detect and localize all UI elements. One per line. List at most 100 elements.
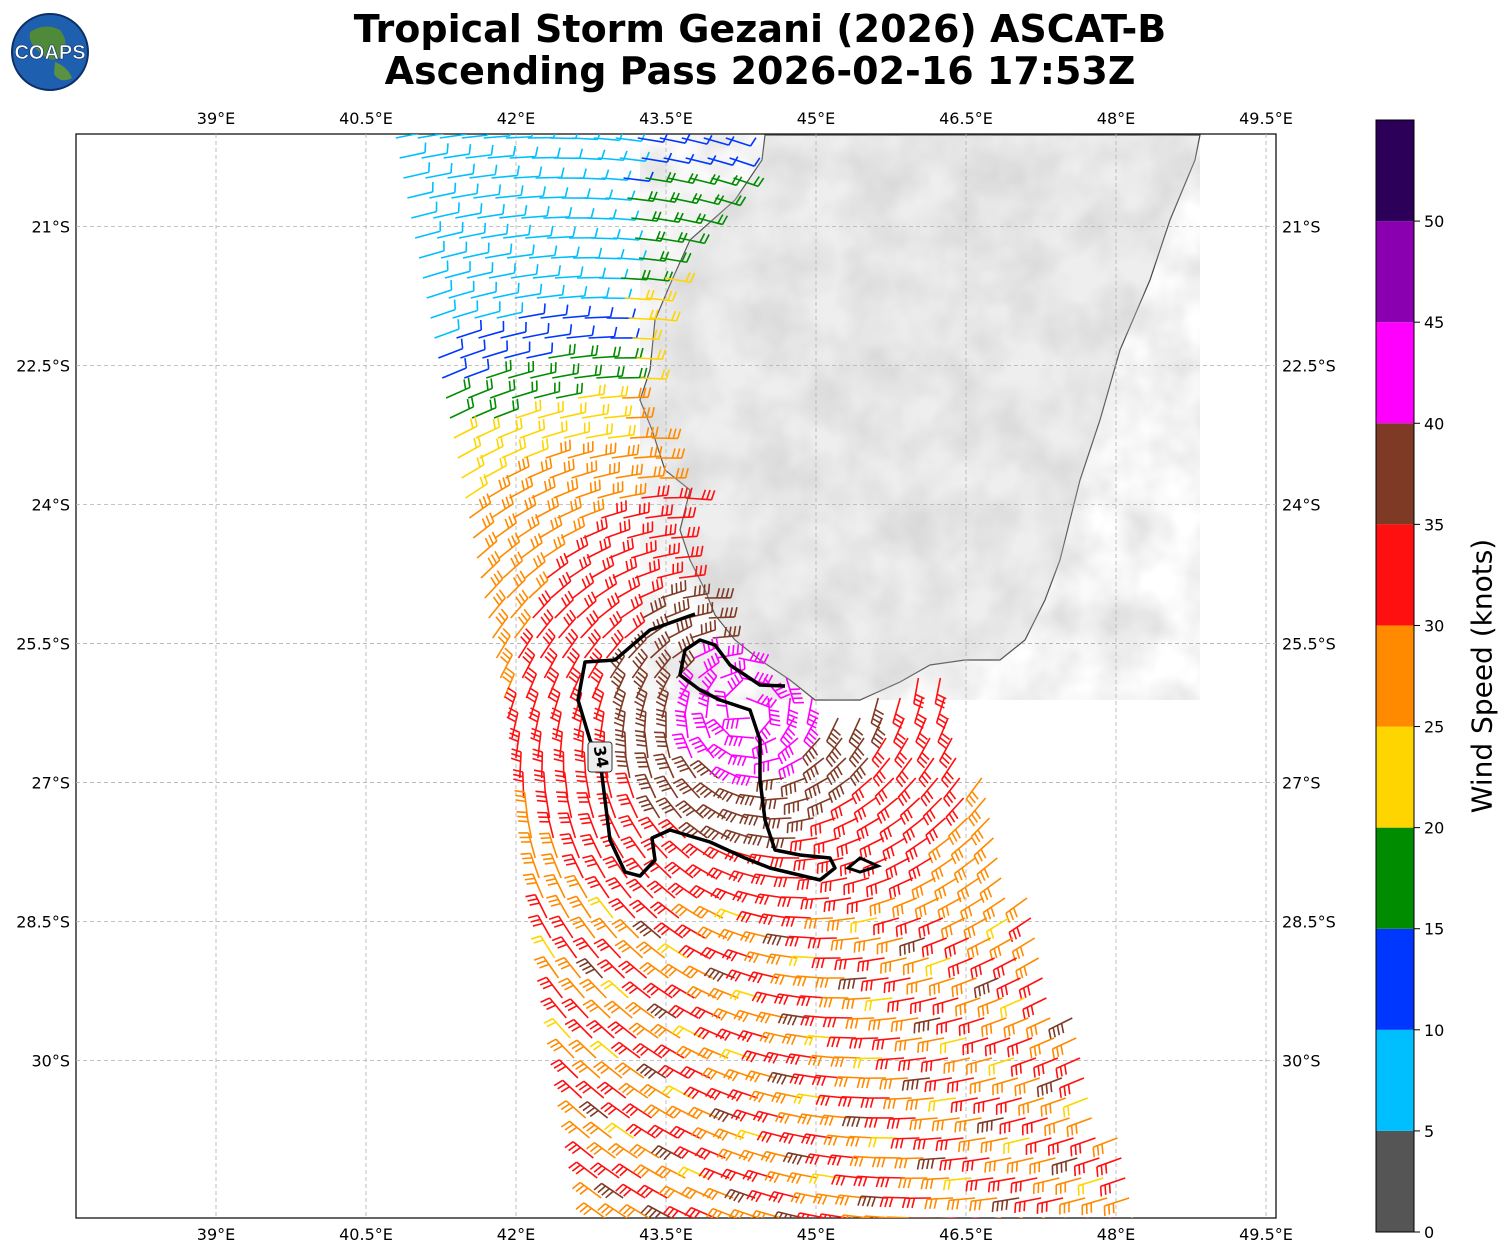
wind-barb bbox=[678, 233, 710, 245]
wind-barb bbox=[421, 143, 449, 159]
wind-barb bbox=[1006, 1157, 1034, 1174]
wind-barb bbox=[956, 877, 980, 903]
wind-barb bbox=[969, 1077, 997, 1095]
wind-barb bbox=[422, 260, 449, 279]
wind-barb bbox=[690, 619, 717, 639]
wind-barb bbox=[519, 419, 546, 439]
wind-barb bbox=[812, 1193, 844, 1205]
wind-barb bbox=[564, 874, 588, 899]
wind-barb bbox=[578, 384, 606, 399]
wind-barb bbox=[480, 550, 501, 579]
wind-barb bbox=[611, 1163, 642, 1179]
wind-barb bbox=[727, 754, 758, 767]
wind-barb bbox=[576, 267, 607, 279]
wind-barb bbox=[823, 897, 852, 913]
wind-barb bbox=[928, 837, 950, 864]
wind-barb bbox=[614, 750, 631, 779]
wind-barb bbox=[802, 737, 821, 767]
gridlines bbox=[76, 134, 1276, 1218]
wind-barb bbox=[672, 1146, 704, 1159]
wind-barb bbox=[530, 362, 557, 379]
wind-barb bbox=[778, 757, 803, 781]
wind-barb bbox=[970, 957, 995, 979]
wind-barb bbox=[518, 832, 537, 859]
wind-barb bbox=[557, 812, 577, 839]
wind-barb bbox=[504, 341, 531, 359]
wind-barb bbox=[587, 209, 617, 220]
wind-barb bbox=[618, 814, 643, 839]
wind-barb bbox=[1062, 1097, 1089, 1118]
wind-barb bbox=[584, 875, 610, 899]
wind-barb bbox=[484, 570, 504, 599]
wind-barb bbox=[873, 917, 900, 936]
wind-barb bbox=[950, 1097, 978, 1113]
wind-barb bbox=[475, 417, 501, 439]
wind-barb bbox=[603, 1122, 634, 1139]
wind-barb bbox=[860, 1097, 890, 1108]
wind-barb bbox=[593, 707, 605, 739]
wind-barb bbox=[606, 308, 637, 319]
wind-barb bbox=[434, 319, 460, 339]
wind-barb bbox=[418, 240, 445, 259]
wind-barb bbox=[945, 797, 965, 827]
wind-barb bbox=[616, 575, 641, 599]
wind-barb bbox=[909, 1117, 938, 1131]
wind-barb bbox=[925, 817, 947, 845]
wind-barb bbox=[513, 608, 531, 639]
wind-barb bbox=[742, 1169, 774, 1183]
wind-barb bbox=[601, 500, 628, 519]
wind-barb bbox=[598, 592, 620, 619]
wind-barb bbox=[686, 1106, 718, 1120]
wind-barb bbox=[779, 717, 796, 748]
wind-barb bbox=[853, 797, 877, 823]
wind-barb bbox=[702, 846, 734, 860]
wind-barb bbox=[672, 778, 701, 799]
wind-barb bbox=[715, 1028, 747, 1041]
wind-barb bbox=[655, 687, 670, 719]
wind-barb bbox=[1103, 1197, 1130, 1217]
wind-barb bbox=[894, 737, 909, 769]
wind-barb bbox=[996, 977, 1021, 1000]
wind-34kt-contour: 34 bbox=[576, 612, 883, 882]
wind-barb bbox=[706, 1207, 738, 1218]
wind-barb bbox=[568, 1039, 597, 1059]
wind-barb bbox=[528, 571, 549, 599]
wind-barb bbox=[966, 937, 992, 960]
wind-barb bbox=[489, 379, 516, 399]
wind-barb bbox=[916, 1157, 946, 1170]
wind-barb bbox=[526, 342, 554, 359]
wind-barb bbox=[969, 1197, 998, 1212]
wind-barb bbox=[594, 573, 618, 599]
wind-barb bbox=[596, 366, 625, 379]
wind-barb bbox=[777, 737, 799, 765]
wind-barb bbox=[750, 1210, 782, 1218]
wind-barb bbox=[675, 545, 704, 559]
wind-barb bbox=[549, 707, 562, 739]
wind-barb bbox=[932, 997, 959, 1016]
wind-barb bbox=[675, 1045, 707, 1059]
colorbar-tick-label: 25 bbox=[1424, 718, 1444, 737]
wind-barb bbox=[707, 156, 739, 166]
wind-barb bbox=[976, 1117, 1004, 1134]
wind-barb bbox=[892, 897, 918, 918]
wind-barb bbox=[830, 1056, 861, 1068]
wind-barb bbox=[908, 1217, 935, 1218]
wind-barb bbox=[597, 1203, 628, 1218]
wind-barb bbox=[444, 261, 471, 279]
wind-barb bbox=[845, 1017, 875, 1030]
wind-barb bbox=[692, 905, 724, 919]
wind-barb bbox=[426, 280, 453, 299]
wind-barb bbox=[611, 444, 640, 459]
wind-barb bbox=[906, 977, 933, 995]
wind-barb bbox=[553, 748, 565, 779]
wind-barb bbox=[618, 367, 648, 379]
wind-barb bbox=[524, 667, 538, 699]
wind-barb bbox=[579, 978, 607, 999]
wind-barb bbox=[643, 1104, 675, 1119]
wind-barb bbox=[506, 244, 535, 259]
wind-barb bbox=[803, 917, 833, 930]
wind-barb bbox=[538, 514, 563, 539]
wind-barb bbox=[589, 442, 617, 459]
wind-barb bbox=[411, 201, 438, 219]
wind-barb bbox=[869, 897, 896, 917]
